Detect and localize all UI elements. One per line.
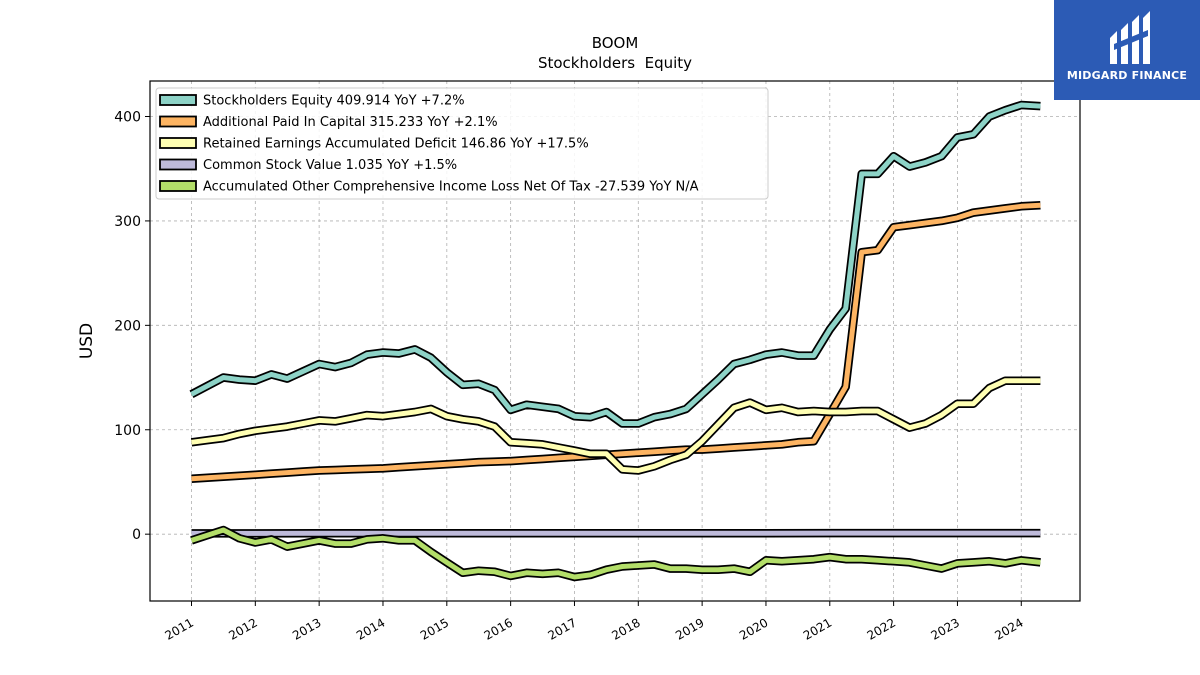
series-stroke <box>191 378 1041 473</box>
legend-label: Common Stock Value 1.035 YoY +1.5% <box>203 158 457 173</box>
legend-swatch <box>159 137 197 149</box>
legend-box <box>155 87 769 200</box>
series-line-1 <box>191 201 1041 484</box>
y-axis-label: USD <box>77 323 97 359</box>
legend-swatch <box>159 94 197 106</box>
legend: Stockholders Equity 409.914 YoY +7.2% Add… <box>155 87 769 200</box>
legend-label: Retained Earnings Accumulated Deficit 14… <box>203 137 589 152</box>
x-tick-label: 2018 <box>609 615 642 642</box>
y-tick-label: 300 <box>114 214 141 230</box>
legend-swatch <box>159 180 197 192</box>
x-tick-label: 2011 <box>163 615 196 642</box>
midgard-logo-icon <box>1110 11 1150 64</box>
x-tick-label: 2020 <box>737 615 770 642</box>
brand-logo: MIDGARD FINANCE <box>1054 0 1200 100</box>
legend-label: Accumulated Other Comprehensive Income L… <box>203 180 699 195</box>
legend-label: Stockholders Equity 409.914 YoY +7.2% <box>203 94 465 109</box>
x-tick-label: 2012 <box>226 615 259 642</box>
x-tick-label: 2015 <box>418 615 451 642</box>
legend-item-1: Additional Paid In Capital 315.233 YoY +… <box>159 115 498 130</box>
x-tick-label: 2024 <box>992 615 1025 642</box>
x-tick-label: 2013 <box>290 615 323 642</box>
series-stroke <box>190 527 1041 580</box>
x-tick-label: 2014 <box>354 615 387 642</box>
x-tick-label: 2023 <box>928 615 961 642</box>
y-tick-label: 0 <box>132 527 141 543</box>
plot-frame <box>149 80 1081 602</box>
brand-name: MIDGARD FINANCE <box>1066 69 1188 82</box>
legend-swatch <box>159 115 197 128</box>
x-tick-label: 2022 <box>865 615 898 642</box>
x-tick-label: 2021 <box>801 615 834 642</box>
series-lines <box>189 100 1041 582</box>
chart-subtitle: Stockholders Equity <box>538 54 692 72</box>
chart-title: BOOM <box>592 34 639 52</box>
x-tick-label: 2017 <box>546 615 579 642</box>
legend-swatch <box>159 158 197 171</box>
y-tick-label: 400 <box>114 110 141 126</box>
legend-item-3: Common Stock Value 1.035 YoY +1.5% <box>159 158 457 173</box>
legend-item-2: Retained Earnings Accumulated Deficit 14… <box>159 137 589 152</box>
x-tick-label: 2019 <box>673 615 706 642</box>
legend-item-4: Accumulated Other Comprehensive Income L… <box>159 180 699 195</box>
series-stroke <box>190 102 1041 426</box>
series-line-2 <box>190 376 1041 475</box>
x-tick-label: 2016 <box>482 615 515 642</box>
legend-label: Additional Paid In Capital 315.233 YoY +… <box>203 115 498 130</box>
series-line-4 <box>190 525 1041 582</box>
series-line-0 <box>189 100 1041 428</box>
y-tick-label: 100 <box>114 423 141 439</box>
series-stroke <box>191 202 1041 482</box>
y-tick-label: 200 <box>114 318 141 334</box>
legend-item-0: Stockholders Equity 409.914 YoY +7.2% <box>159 94 465 109</box>
